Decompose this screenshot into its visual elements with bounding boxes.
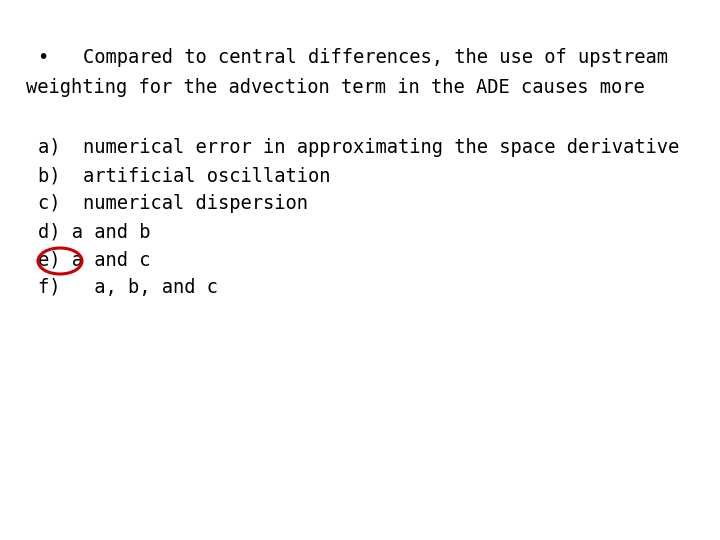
Text: f)   a, b, and c: f) a, b, and c [38, 278, 218, 297]
Text: c)  numerical dispersion: c) numerical dispersion [38, 194, 308, 213]
Text: e) a and c: e) a and c [38, 250, 150, 269]
Text: d) a and b: d) a and b [38, 222, 150, 241]
Text: weighting for the advection term in the ADE causes more: weighting for the advection term in the … [26, 78, 644, 97]
Text: a)  numerical error in approximating the space derivative: a) numerical error in approximating the … [38, 138, 679, 157]
Text: •   Compared to central differences, the use of upstream: • Compared to central differences, the u… [38, 48, 668, 67]
Text: b)  artificial oscillation: b) artificial oscillation [38, 166, 330, 185]
